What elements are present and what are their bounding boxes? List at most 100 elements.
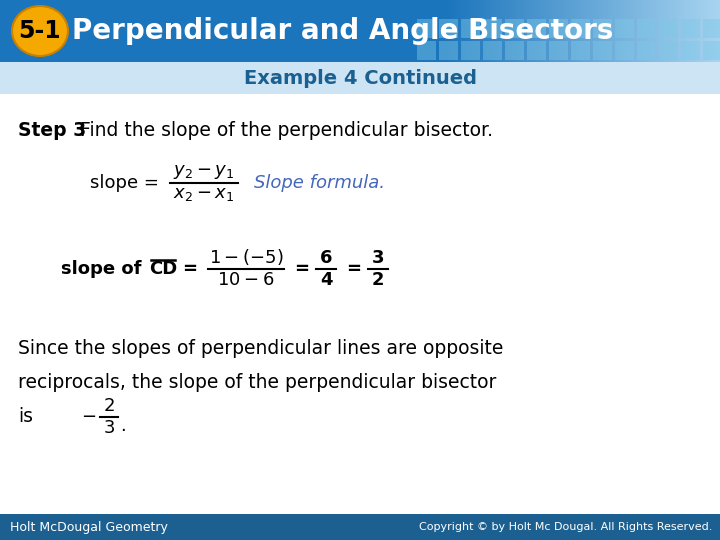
Bar [619,0,620,62]
Bar [452,0,453,62]
Bar [701,0,702,62]
Bar [591,0,592,62]
Bar [448,0,449,62]
Bar [499,0,500,62]
Bar [715,0,716,62]
Bar [491,0,492,62]
Bar [663,0,664,62]
Bar [671,0,672,62]
Bar [606,0,607,62]
Bar [490,0,491,62]
Bar [485,0,486,62]
Bar [565,0,566,62]
Bar [605,0,606,62]
Bar [714,0,715,62]
Bar [597,0,598,62]
Bar [554,0,555,62]
Bar [698,0,699,62]
Text: slope of: slope of [61,260,148,278]
Bar [472,0,473,62]
Bar [659,19,678,38]
Bar [718,0,719,62]
Bar [477,0,478,62]
Bar [455,0,456,62]
Bar [512,0,513,62]
Bar [629,0,630,62]
Bar [661,0,662,62]
Bar [669,0,670,62]
Bar [514,0,515,62]
Bar [632,0,633,62]
Bar [529,0,530,62]
Bar [539,0,540,62]
Bar [571,41,590,60]
Bar [717,0,718,62]
Bar [653,0,654,62]
Bar [618,0,619,62]
Bar [593,19,612,38]
Bar [602,0,603,62]
Bar [596,0,597,62]
Bar [459,0,460,62]
Bar [681,19,700,38]
Text: 2: 2 [372,271,384,289]
Text: $1-(-5)$: $1-(-5)$ [209,247,283,267]
Bar [680,0,681,62]
Bar [546,0,547,62]
Bar [567,0,568,62]
Bar [481,0,482,62]
Bar [577,0,578,62]
Bar [527,41,546,60]
Bar [439,41,458,60]
Bar [693,0,694,62]
Bar [681,0,682,62]
Text: CD: CD [149,260,177,278]
Bar [668,0,669,62]
Bar [647,0,648,62]
Bar [488,0,489,62]
Bar [571,0,572,62]
Bar [571,19,590,38]
Bar [0,0,446,62]
Bar [624,0,625,62]
Bar [659,0,660,62]
Bar [710,0,711,62]
Bar [674,0,675,62]
Bar [465,0,466,62]
Bar [586,0,587,62]
Bar [530,0,531,62]
Bar [702,0,703,62]
Bar [651,0,652,62]
Text: 6: 6 [320,249,332,267]
Bar [688,0,689,62]
Bar [685,0,686,62]
Bar [483,41,502,60]
Bar [494,0,495,62]
Bar [582,0,583,62]
Bar [496,0,497,62]
Text: Example 4 Continued: Example 4 Continued [243,69,477,87]
Bar [637,19,656,38]
Bar [497,0,498,62]
Bar [504,0,505,62]
Bar [560,0,561,62]
Bar [542,0,543,62]
Bar [689,0,690,62]
Bar [592,0,593,62]
Bar [601,0,602,62]
Bar [461,0,462,62]
Bar [611,0,612,62]
Bar [625,0,626,62]
Bar [681,41,700,60]
Bar [551,0,552,62]
Bar [709,0,710,62]
Bar [662,0,663,62]
Bar [475,0,476,62]
Bar [584,0,585,62]
Bar [598,0,599,62]
Bar [532,0,533,62]
Bar [593,0,594,62]
Bar [569,0,570,62]
Text: $10-6$: $10-6$ [217,271,274,289]
Bar [580,0,581,62]
